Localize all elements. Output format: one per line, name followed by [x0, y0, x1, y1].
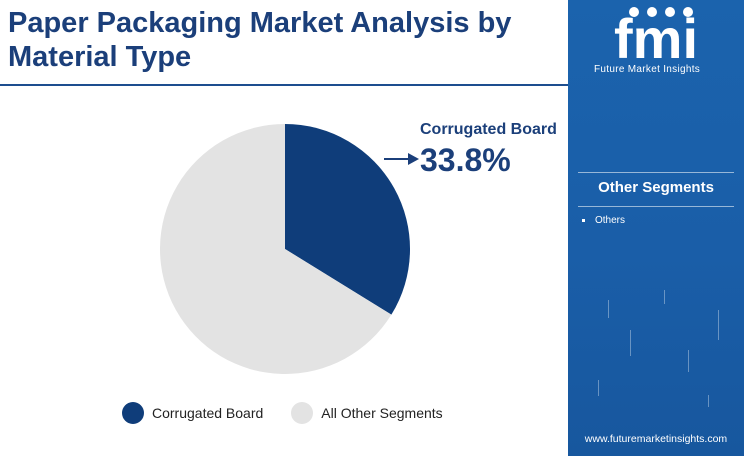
chart-legend: Corrugated Board All Other Segments [122, 402, 443, 424]
legend-swatch-corrugated-board [122, 402, 144, 424]
logo-caption: Future Market Insights [594, 64, 701, 75]
sidebar-rule-top [578, 172, 734, 173]
callout-value: 33.8% [420, 142, 511, 178]
legend-item-all-other-segments: All Other Segments [291, 402, 443, 424]
pie-slice-corrugated-board [285, 124, 410, 315]
sidebar-item-label: Others [595, 215, 626, 226]
sidebar-rule-bottom [578, 206, 734, 207]
website-url: www.futuremarketinsights.com [584, 433, 728, 445]
legend-item-corrugated-board: Corrugated Board [122, 402, 263, 424]
callout-arrow [384, 153, 419, 165]
legend-label-all-other-segments: All Other Segments [321, 405, 443, 421]
title-divider [0, 84, 568, 86]
legend-label-corrugated-board: Corrugated Board [152, 405, 264, 421]
bullet-icon [582, 219, 585, 222]
callout-label: Corrugated Board [420, 121, 557, 138]
sidebar-panel: fmi Future Market Insights Other Segment… [568, 0, 744, 456]
sidebar-heading: Other Segments [598, 179, 714, 196]
legend-swatch-all-other-segments [291, 402, 314, 424]
fmi-logo: fmi [614, 7, 698, 70]
chart-title: Paper Packaging Market Analysis by Mater… [8, 7, 512, 73]
slice-callout: Corrugated Board 33.8% [420, 120, 560, 178]
sidebar-list-item: Others [582, 215, 625, 226]
pie-slice-all-other-segments [160, 124, 392, 375]
logo-wordmark: fmi [614, 7, 698, 70]
pie-chart [160, 124, 410, 375]
